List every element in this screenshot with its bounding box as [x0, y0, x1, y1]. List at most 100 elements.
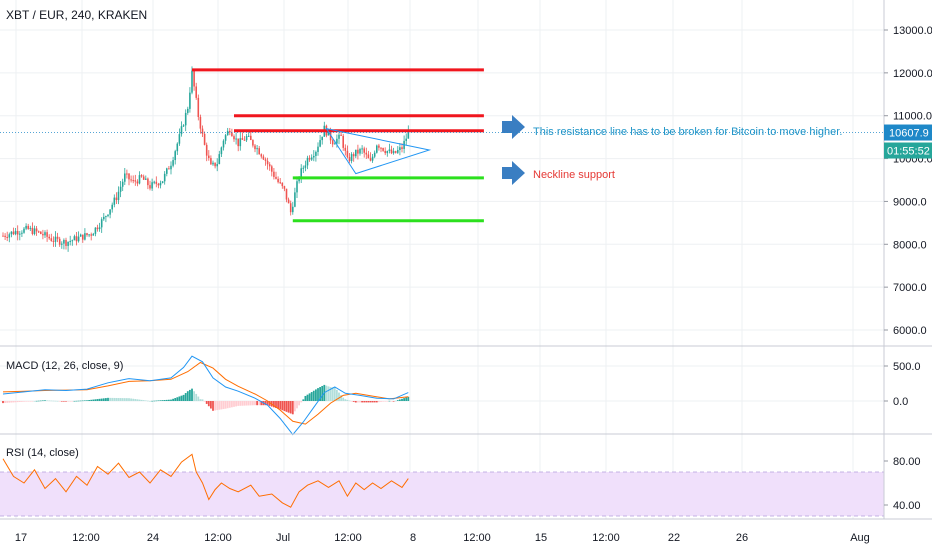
- macd-histogram-bar: [245, 401, 248, 406]
- macd-histogram-bar: [73, 400, 76, 402]
- candle-body: [399, 147, 401, 151]
- candle: [229, 127, 231, 136]
- candle-body: [222, 140, 225, 148]
- candle: [19, 230, 21, 241]
- candle-body: [117, 191, 120, 201]
- macd-histogram-bar: [361, 401, 363, 403]
- time-tick-label: 24: [147, 532, 159, 544]
- candle: [268, 162, 271, 171]
- candle: [289, 200, 292, 216]
- time-tick-label: Jul: [276, 532, 290, 544]
- triangle-outline[interactable]: [325, 127, 432, 175]
- candle: [254, 143, 256, 153]
- candle: [121, 178, 124, 191]
- price-tick-label: 8000.0: [893, 239, 927, 251]
- macd-histogram-bar: [107, 397, 109, 401]
- candle: [222, 139, 225, 151]
- bar-countdown-label: 01:55:52: [887, 146, 930, 158]
- candle: [275, 171, 277, 180]
- macd-histogram-bar: [121, 398, 124, 401]
- macd-histogram-bar: [128, 398, 130, 401]
- candle: [90, 232, 92, 241]
- candle: [180, 121, 183, 137]
- candle: [239, 133, 242, 151]
- candle: [107, 214, 109, 218]
- triangle-pattern[interactable]: [325, 127, 432, 175]
- macd-histogram-bar: [363, 401, 366, 403]
- resistance-annotation: This resistance line has to be broken fo…: [533, 126, 842, 138]
- candle-body: [344, 147, 347, 151]
- candle-body: [376, 145, 378, 153]
- candle-body: [252, 140, 254, 146]
- candle: [371, 154, 374, 163]
- candle-body: [304, 165, 307, 168]
- candle: [4, 233, 6, 241]
- candle-body: [92, 233, 95, 236]
- macd-histogram-bar: [388, 400, 391, 402]
- candle-body: [37, 231, 40, 233]
- candle-body: [157, 183, 160, 186]
- time-tick-label: 12:00: [463, 532, 491, 544]
- price-tick-label: 9000.0: [893, 196, 927, 208]
- candle: [273, 168, 275, 180]
- candle: [262, 154, 265, 161]
- candle-body: [384, 150, 386, 154]
- macd-histogram-bar: [207, 401, 210, 407]
- candle: [363, 146, 365, 158]
- candle: [12, 227, 15, 236]
- candle-body: [134, 180, 137, 182]
- candle-body: [140, 175, 143, 177]
- candle-body: [16, 230, 19, 235]
- candle-body: [292, 206, 294, 213]
- candle-body: [210, 158, 212, 165]
- candle-body: [113, 197, 116, 205]
- candle: [48, 234, 50, 240]
- time-axis[interactable]: 1712:002412:00Jul12:00512:00812:001512:0…: [15, 532, 870, 544]
- candle: [166, 167, 168, 177]
- macd-histogram-bar: [111, 397, 114, 401]
- macd-histogram-bar: [321, 385, 324, 401]
- candle-body: [128, 173, 130, 180]
- price-axis[interactable]: 13000.012000.011000.010000.09000.08000.0…: [884, 25, 932, 512]
- candle: [287, 197, 290, 204]
- macd-histogram-bar: [130, 398, 132, 401]
- candle-body: [151, 182, 153, 189]
- drawn-lines[interactable]: [192, 68, 484, 223]
- candle-body: [233, 136, 235, 140]
- macd-histogram-bar: [228, 401, 231, 408]
- macd-histogram-bar: [27, 401, 30, 402]
- candle-body: [214, 162, 216, 167]
- candle: [2, 232, 4, 237]
- macd-histogram-bar: [317, 388, 319, 401]
- candle-body: [300, 168, 302, 178]
- macd-histogram-bar: [102, 398, 105, 401]
- candle: [388, 143, 391, 154]
- macd-histogram-bar: [88, 400, 90, 401]
- candle: [369, 152, 372, 162]
- candle: [292, 202, 294, 215]
- candle: [212, 160, 214, 166]
- macd-histogram-bar: [396, 400, 399, 401]
- candle: [357, 144, 359, 160]
- candle-body: [390, 149, 393, 154]
- macd-histogram-bar: [352, 401, 355, 402]
- candle-body: [239, 138, 242, 147]
- candle: [310, 154, 313, 162]
- candle-body: [243, 139, 246, 141]
- macd-pane[interactable]: MACD (12, 26, close, 9): [2, 355, 410, 436]
- macd-histogram-bar: [359, 401, 361, 403]
- candle-body: [48, 236, 50, 239]
- macd-histogram-bar: [58, 401, 61, 402]
- macd-histogram-bar: [260, 401, 263, 406]
- macd-histogram-bar: [348, 400, 351, 402]
- rsi-pane[interactable]: RSI (14, close): [0, 447, 884, 517]
- price-pane[interactable]: XBT / EUR, 240, KRAKEN This resistance l…: [0, 8, 884, 252]
- candle: [27, 223, 29, 230]
- candle-body: [124, 173, 126, 182]
- candle: [159, 180, 162, 189]
- macd-histogram-bar: [2, 401, 4, 404]
- candle-body: [56, 236, 59, 239]
- candle: [25, 223, 27, 231]
- candle-body: [61, 243, 63, 245]
